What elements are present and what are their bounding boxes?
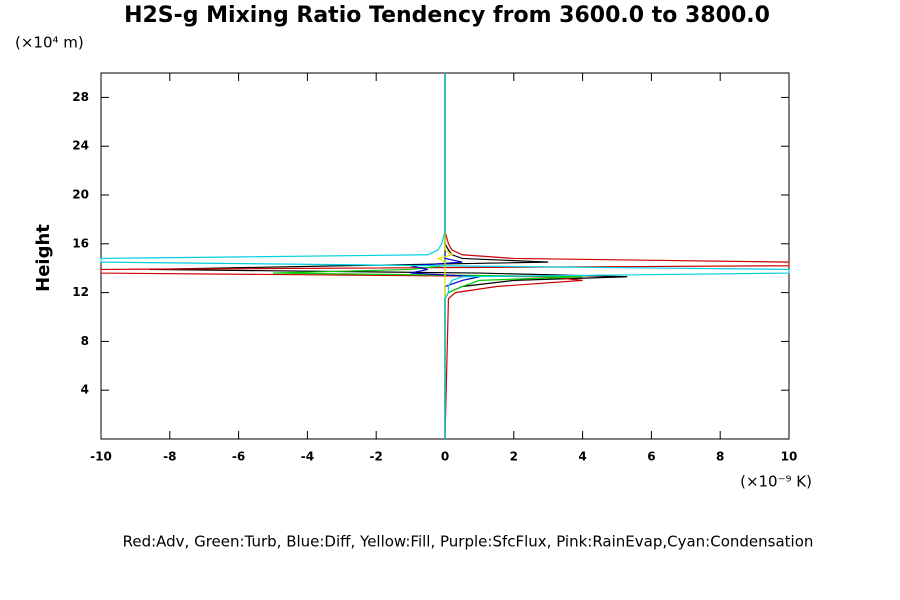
x-tick-label: 0 — [441, 450, 449, 464]
x-tick-label: 8 — [716, 450, 724, 464]
y-tick-label: 4 — [81, 383, 89, 397]
x-tick-label: 6 — [647, 450, 655, 464]
y-tick-label: 28 — [72, 90, 89, 104]
annotation: Red:Adv, Green:Turb, Blue:Diff, Yellow:F… — [123, 533, 814, 551]
y-tick-label: 20 — [72, 188, 89, 202]
x-tick-label: 4 — [578, 450, 586, 464]
y-tick-label: 24 — [72, 139, 89, 153]
y-axis-label: Height — [33, 224, 54, 292]
x-tick-label: -6 — [232, 450, 245, 464]
chart-title: H2S-g Mixing Ratio Tendency from 3600.0 … — [124, 3, 770, 28]
x-tick-label: -2 — [370, 450, 383, 464]
x-tick-label: -10 — [90, 450, 112, 464]
y-tick-label: 16 — [72, 236, 89, 250]
profile-line — [149, 73, 628, 439]
x-tick-label: -4 — [301, 450, 314, 464]
y-tick-label: 12 — [72, 285, 89, 299]
profile-line — [100, 73, 790, 439]
y-tick-label: 8 — [81, 334, 89, 348]
x-tick-label: 10 — [781, 450, 798, 464]
profile-line — [436, 73, 454, 439]
y-unit: (×10⁴ m) — [15, 34, 84, 52]
x-tick-label: 2 — [510, 450, 518, 464]
x-tick-label: -8 — [163, 450, 176, 464]
x-unit: (×10⁻⁹ K) — [740, 473, 812, 491]
